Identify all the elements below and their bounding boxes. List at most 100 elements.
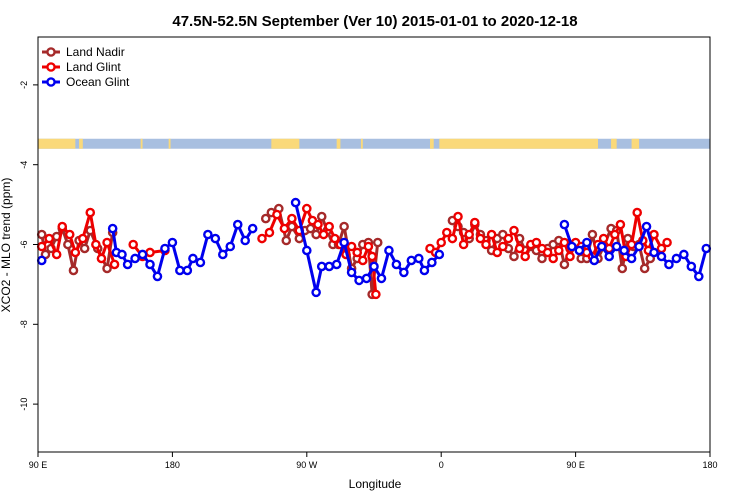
data-point <box>36 241 47 252</box>
land-band <box>611 138 617 149</box>
legend-label: Land Nadir <box>66 45 125 59</box>
data-point <box>514 243 525 254</box>
data-point <box>203 229 213 240</box>
data-point <box>391 259 402 270</box>
data-point <box>79 243 90 254</box>
legend-swatch-marker <box>46 47 56 57</box>
data-point <box>272 209 282 220</box>
data-point <box>188 253 198 264</box>
data-point <box>509 251 519 262</box>
data-point <box>145 247 155 258</box>
data-point <box>701 243 712 254</box>
data-point <box>182 265 193 276</box>
data-point <box>96 253 107 264</box>
y-axis-ticks: -2 -4 -6 -8 -10 <box>19 81 38 411</box>
data-point <box>36 255 47 266</box>
data-point <box>520 251 531 262</box>
data-point <box>339 237 349 248</box>
data-point <box>649 247 659 258</box>
x-tick-label: 90 E <box>29 460 48 470</box>
data-point <box>217 249 228 260</box>
data-point <box>36 229 47 240</box>
data-point <box>367 251 377 262</box>
x-tick-label: 180 <box>165 460 180 470</box>
data-point <box>316 261 327 272</box>
data-point <box>447 233 458 244</box>
series-line-segment <box>156 248 167 277</box>
data-point <box>639 263 650 274</box>
data-point <box>232 219 243 230</box>
data-point <box>384 245 394 256</box>
data-point <box>619 245 629 256</box>
data-point <box>453 211 463 222</box>
data-point <box>137 249 148 260</box>
data-point <box>481 239 491 250</box>
land-band <box>336 138 341 149</box>
data-point <box>346 241 357 252</box>
data-point <box>324 261 335 272</box>
data-point <box>598 233 609 244</box>
data-point <box>70 247 81 258</box>
data-point <box>311 287 321 298</box>
data-point <box>195 257 206 268</box>
data-point <box>361 273 372 284</box>
series-line-segment <box>88 212 98 245</box>
data-point <box>632 207 643 218</box>
data-point <box>662 237 672 248</box>
data-point <box>290 197 301 208</box>
data-point <box>565 251 575 262</box>
land-band <box>140 138 143 149</box>
land-band <box>360 138 363 149</box>
land-band <box>79 138 83 149</box>
data-point <box>399 267 409 278</box>
land-band <box>271 138 300 149</box>
land-ocean-band <box>38 138 710 149</box>
data-point <box>634 241 644 252</box>
data-point <box>264 227 275 238</box>
data-point <box>671 253 682 264</box>
data-point <box>497 241 508 252</box>
data-point <box>441 227 452 238</box>
data-point <box>559 259 570 270</box>
data-point <box>686 261 697 272</box>
data-point <box>694 271 704 282</box>
data-point <box>51 249 62 260</box>
data-point <box>329 233 340 244</box>
data-point <box>589 255 600 266</box>
data-point <box>434 249 445 260</box>
land-band <box>631 138 640 149</box>
data-point <box>109 259 120 270</box>
data-point <box>122 259 133 270</box>
legend-item: Ocean Glint <box>42 75 130 89</box>
data-point <box>427 257 437 268</box>
x-axis-ticks: 90 E 180 90 W 0 90 E 180 <box>29 452 718 470</box>
data-point <box>57 221 68 232</box>
series-line-segment <box>305 250 318 293</box>
land-band <box>38 138 76 149</box>
land-band <box>439 138 598 149</box>
data-point <box>679 249 689 260</box>
data-point <box>44 233 55 244</box>
data-point <box>406 255 417 266</box>
data-point <box>604 251 615 262</box>
data-point <box>313 219 323 230</box>
data-point <box>145 259 155 270</box>
data-point <box>542 247 553 258</box>
data-point <box>68 265 79 276</box>
data-point <box>587 229 598 240</box>
data-point <box>649 229 659 240</box>
data-point <box>626 253 637 264</box>
x-tick-label: 0 <box>439 460 444 470</box>
data-point <box>324 221 335 232</box>
legend-label: Land Glint <box>66 60 121 74</box>
data-point <box>260 213 271 224</box>
data-point <box>175 265 185 276</box>
data-point <box>611 241 622 252</box>
data-point <box>509 225 519 236</box>
data-point <box>301 203 312 214</box>
data-point <box>486 229 497 240</box>
data-point <box>210 233 221 244</box>
data-point <box>301 245 312 256</box>
x-axis-label: Longitude <box>349 477 402 491</box>
